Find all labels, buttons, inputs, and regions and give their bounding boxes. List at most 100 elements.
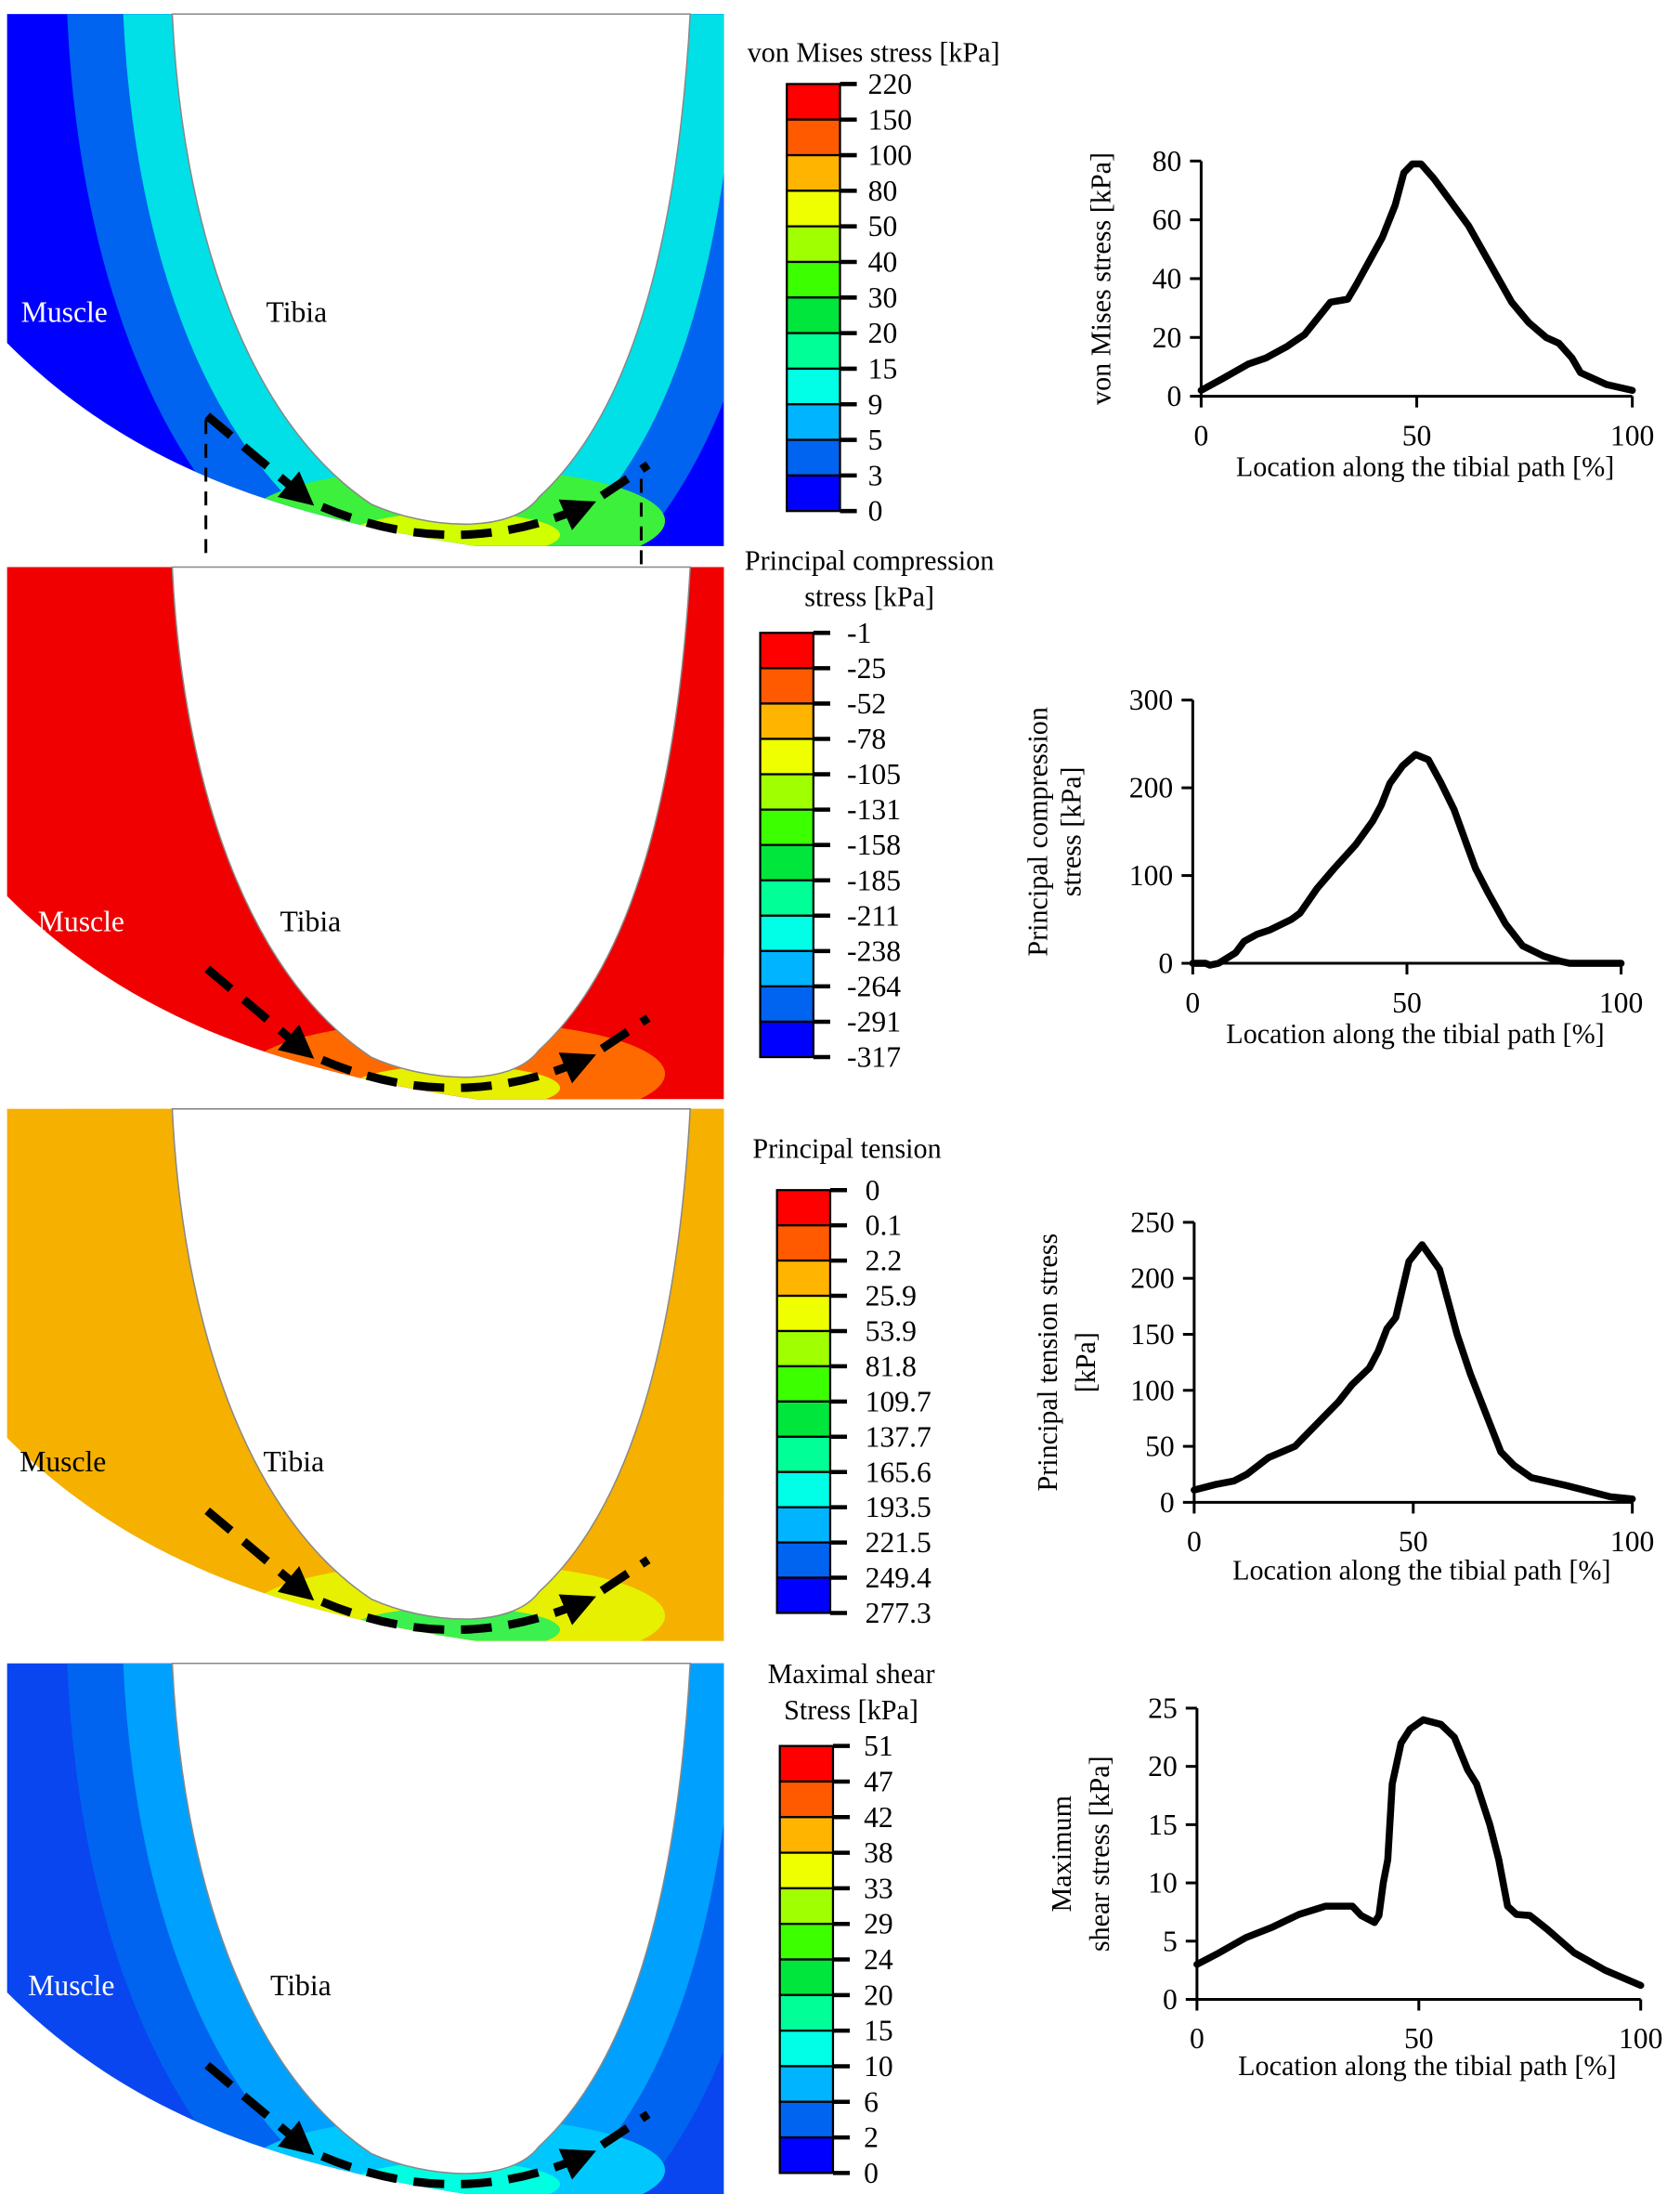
colorbar-tick-label: -105 xyxy=(847,758,901,790)
colorbar-bin xyxy=(778,2065,835,2103)
legend-title: stress [kPa] xyxy=(804,581,934,613)
colorbar-bin xyxy=(786,83,841,121)
legend-title: von Mises stress [kPa] xyxy=(748,36,1000,68)
colorbar-tick-label: 25.9 xyxy=(866,1280,917,1312)
colorbar-tick-label: -211 xyxy=(847,899,900,932)
colorbar-legend: Principal tension 00.12.225.953.981.8109.… xyxy=(752,1133,941,1629)
y-tick-label: 50 xyxy=(1145,1430,1175,1463)
x-axis-label: Location along the tibial path [%] xyxy=(1238,2050,1616,2082)
colorbar-bin xyxy=(775,1576,832,1614)
colorbar-bin xyxy=(775,1400,832,1438)
x-tick-label: 50 xyxy=(1402,419,1432,451)
muscle-label: Muscle xyxy=(28,1969,114,2002)
colorbar-tick-label: 15 xyxy=(868,352,898,385)
x-tick-label: 50 xyxy=(1392,986,1422,1019)
colorbar-tick-label: 15 xyxy=(864,2015,893,2047)
x-tick-label: 100 xyxy=(1619,2022,1662,2055)
colorbar-tick-label: 5 xyxy=(868,424,883,456)
colorbar-bin xyxy=(775,1541,832,1579)
path-arrow-segment xyxy=(599,461,651,500)
tibia-label: Tibia xyxy=(270,1969,332,2002)
colorbar-tick-label: 0.1 xyxy=(866,1209,903,1242)
line-chart: 0 50 100 0 20 40 60 80 von Mises stress [kPa] Loc… xyxy=(1085,145,1654,483)
colorbar-bin xyxy=(759,914,814,952)
path-arrow-segment xyxy=(204,965,315,1059)
y-tick-label: 10 xyxy=(1148,1867,1178,1900)
colorbar-tick-label: -25 xyxy=(847,652,886,685)
x-tick-label: 100 xyxy=(1610,1525,1654,1558)
y-tick-label: 5 xyxy=(1163,1925,1178,1957)
colorbar-bin xyxy=(786,296,841,334)
colorbar-bin xyxy=(775,1506,832,1544)
tibia-label: Tibia xyxy=(280,905,342,937)
colorbar-tick-label: 2.2 xyxy=(866,1245,903,1277)
tibia-bone xyxy=(171,566,692,1078)
y-axis-label: Principal tension stress xyxy=(1032,1234,1063,1492)
colorbar-bin xyxy=(786,189,841,228)
y-tick-label: 0 xyxy=(1158,947,1173,980)
colorbar-bin xyxy=(759,949,814,988)
colorbar-tick-label: 50 xyxy=(868,210,898,242)
colorbar-bin xyxy=(775,1365,832,1403)
tibia-label: Tibia xyxy=(263,1445,324,1478)
line-chart: 0 50 100 0 50 100 150 200 250 Principal tension s… xyxy=(1032,1206,1654,1586)
colorbar-legend: Principal compression stress [kPa] -1-25-5… xyxy=(745,544,995,1073)
data-line xyxy=(1193,1716,1645,1990)
fe-stress-map-panel: Muscle Tibia xyxy=(7,1108,724,1641)
colorbar-tick-label: 0 xyxy=(864,2157,879,2189)
colorbar-tick-label: 80 xyxy=(868,175,898,207)
x-tick-label: 0 xyxy=(1190,2022,1205,2055)
path-arrow-segment xyxy=(599,1014,651,1052)
y-tick-label: 20 xyxy=(1148,1750,1178,1783)
y-tick-label: 200 xyxy=(1130,1262,1174,1295)
y-axis-label: von Mises stress [kPa] xyxy=(1085,152,1116,405)
y-tick-label: 0 xyxy=(1160,1486,1175,1519)
x-tick-label: 50 xyxy=(1399,1525,1428,1558)
colorbar-bin xyxy=(786,260,841,299)
colorbar-tick-label: 42 xyxy=(864,1801,893,1834)
y-axis-label: [kPa] xyxy=(1070,1332,1101,1392)
path-arrow-segment xyxy=(599,2110,651,2149)
y-axis-label: Principal compression xyxy=(1022,707,1054,957)
colorbar-tick-label: 20 xyxy=(868,317,898,349)
path-arrow-segment xyxy=(204,2061,315,2156)
line-chart: 0 50 100 0 5 10 15 20 25 Maximum shear stress [kPa… xyxy=(1046,1692,1662,2082)
colorbar-legend: von Mises stress [kPa]220150100805040302… xyxy=(748,36,1000,527)
colorbar-tick-label: 220 xyxy=(868,68,912,100)
colorbar-tick-label: 150 xyxy=(868,103,912,136)
colorbar-tick-label: 0 xyxy=(866,1174,880,1207)
colorbar-bin xyxy=(778,2030,835,2068)
legend-title: Maximal shear xyxy=(768,1658,935,1690)
colorbar-bin xyxy=(775,1259,832,1298)
colorbar-bin xyxy=(786,474,841,513)
y-tick-label: 0 xyxy=(1166,380,1181,412)
colorbar-tick-label: 249.4 xyxy=(866,1561,931,1594)
colorbar-tick-label: -185 xyxy=(847,864,901,896)
line-chart: 0 50 100 0 100 200 300 Principal compression str… xyxy=(1022,684,1644,1050)
y-tick-label: 15 xyxy=(1148,1809,1178,1841)
colorbar-tick-label: 277.3 xyxy=(866,1597,931,1629)
stress-zone xyxy=(349,1607,561,1641)
y-tick-label: 250 xyxy=(1130,1206,1174,1238)
colorbar-bin xyxy=(786,367,841,406)
colorbar-bin xyxy=(778,1780,835,1819)
colorbar-tick-label: -238 xyxy=(847,934,901,967)
colorbar-tick-label: -131 xyxy=(847,793,901,826)
colorbar-tick-label: 6 xyxy=(864,2085,879,2118)
colorbar-tick-label: -78 xyxy=(847,723,886,755)
muscle-label: Muscle xyxy=(20,1445,106,1478)
colorbar-bin xyxy=(778,2100,835,2139)
y-tick-label: 300 xyxy=(1129,684,1173,716)
muscle-label: Muscle xyxy=(21,296,108,329)
colorbar-bin xyxy=(786,153,841,192)
colorbar-tick-label: 24 xyxy=(864,1943,893,1976)
fe-stress-map-panel: Muscle Tibia xyxy=(7,566,724,1100)
colorbar-bin xyxy=(786,438,841,477)
colorbar-tick-label: 10 xyxy=(864,2050,893,2083)
colorbar-bin xyxy=(775,1224,832,1262)
tibia-bone xyxy=(171,1662,692,2174)
stress-zone xyxy=(349,2161,561,2194)
fe-stress-map-panel: MuscleTibia0%100% xyxy=(7,13,724,616)
stress-zone xyxy=(349,1065,561,1100)
